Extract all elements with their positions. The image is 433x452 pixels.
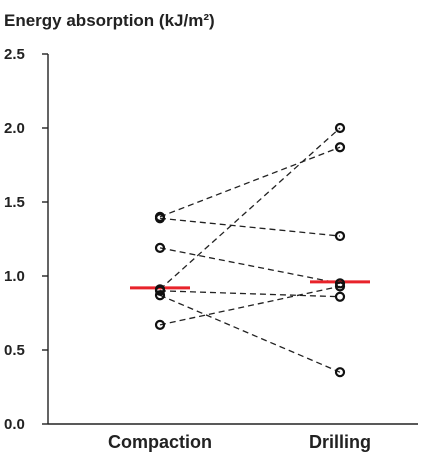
data-points (154, 122, 346, 378)
drilling-point (334, 142, 346, 153)
compaction-point (154, 211, 166, 222)
x-category-label: Drilling (309, 432, 371, 452)
y-tick-label: 0.5 (4, 342, 25, 359)
pair-line (159, 285, 341, 326)
y-tick-label: 1.5 (4, 194, 25, 211)
pair-line (159, 127, 341, 290)
pair-line (159, 294, 341, 373)
compaction-point (154, 319, 166, 330)
drilling-point (334, 367, 346, 378)
drilling-point (334, 291, 346, 302)
pair-line (159, 217, 341, 237)
chart-title: Energy absorption (kJ/m²) (4, 11, 215, 30)
pair-lines (159, 127, 341, 373)
x-category-label: Compaction (108, 432, 212, 452)
y-tick-label: 0.0 (4, 416, 25, 433)
y-tick-label: 1.0 (4, 268, 25, 285)
y-tick-label: 2.5 (4, 46, 25, 63)
pair-line (159, 146, 341, 218)
drilling-point (334, 122, 346, 134)
axes: 0.0 0.5 1.0 1.5 2.0 2.5 Compaction Drilling (4, 46, 418, 452)
compaction-point (154, 290, 166, 301)
pair-line (159, 247, 341, 285)
drilling-point (334, 278, 346, 289)
pair-line (159, 290, 341, 298)
median-markers (130, 280, 370, 290)
y-tick-label: 2.0 (4, 120, 25, 137)
compaction-point (154, 242, 166, 253)
drilling-point (334, 230, 346, 242)
compaction-point (154, 284, 166, 295)
